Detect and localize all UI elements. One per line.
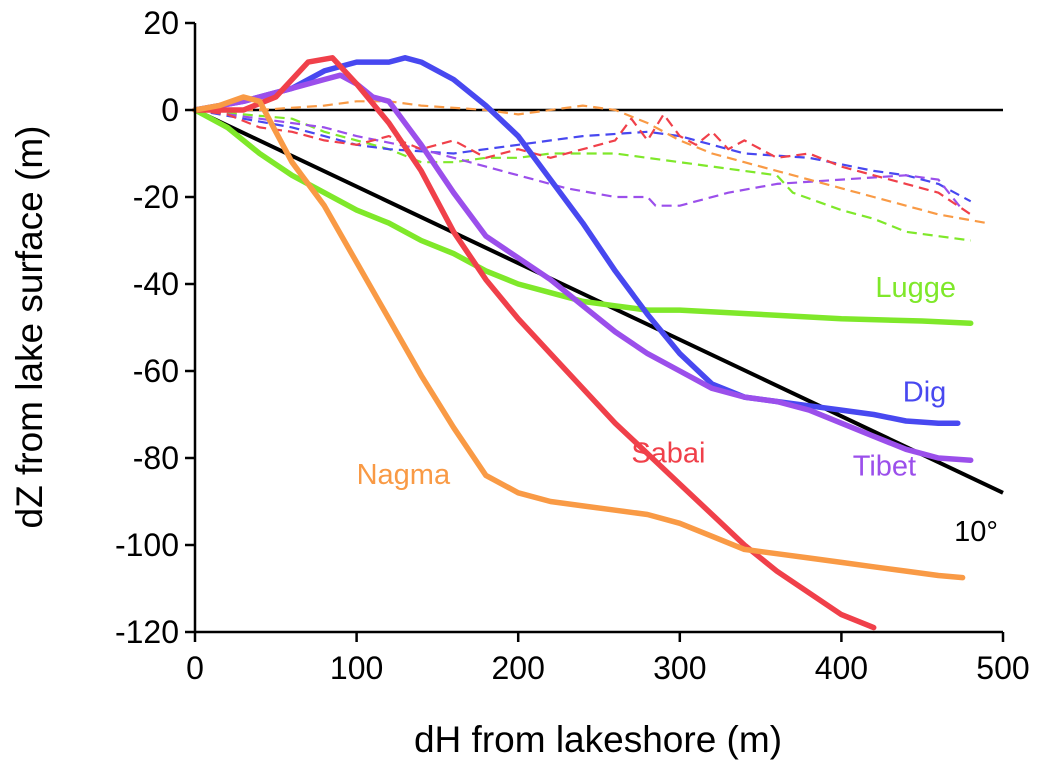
series-line-sabai [192,55,877,631]
solid-series-layer [192,55,974,631]
dashed-series-line-3 [194,108,964,211]
dashed-series-line-2 [194,108,972,203]
x-tick-label-0: 0 [186,650,204,686]
dashed-series-line-1 [194,108,971,242]
series-label-dig: Dig [903,376,947,408]
x-tick-label-200: 200 [492,650,545,686]
dashed-series-layer [194,100,987,242]
y-tick-label-120: -120 [115,614,179,650]
series-label-sabai: Sabai [631,437,705,469]
series-line-nagma [192,94,966,581]
series-label-tibet: Tibet [853,450,916,482]
y-axis-title: dZ from lake surface (m) [9,126,50,529]
slope-angle-label: 10° [954,516,998,548]
y-tick-label-40: -40 [133,266,179,302]
x-tick-label-100: 100 [330,650,383,686]
series-labels: Lugge Dig Tibet Sabai Nagma [357,272,956,491]
series-line-lugge [192,107,974,326]
dashed-series-line-5 [195,100,987,225]
x-tick-label-400: 400 [815,650,868,686]
series-label-lugge: Lugge [875,272,956,304]
y-tick-label-20: 20 [143,5,179,41]
y-tick-label-0: 0 [161,92,179,128]
y-tick-label-100: -100 [115,527,179,563]
series-line-tibet [192,72,974,463]
x-tick-label-300: 300 [653,650,706,686]
series-label-nagma: Nagma [357,459,451,491]
x-tick-label-500: 500 [976,650,1029,686]
y-tick-label-20: -20 [133,179,179,215]
y-tick-label-60: -60 [133,353,179,389]
dashed-series-line-4 [194,108,972,216]
y-tick-label-80: -80 [133,440,179,476]
x-axis-title: dH from lakeshore (m) [414,719,782,760]
series-line-dig [192,55,961,426]
